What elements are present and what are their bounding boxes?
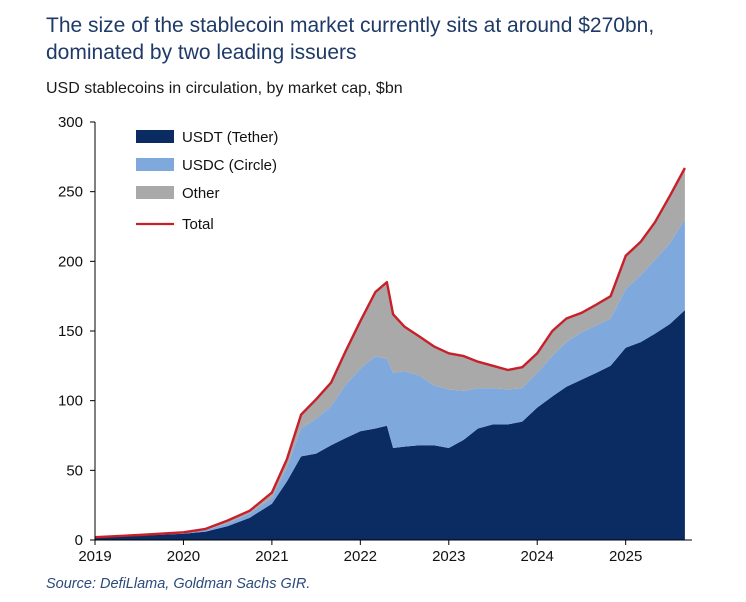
y-tick-label: 0	[75, 532, 83, 549]
y-tick-label: 200	[58, 253, 83, 270]
y-tick-label: 300	[58, 114, 83, 131]
y-tick-label: 150	[58, 323, 83, 340]
area-series-group	[94, 167, 686, 540]
line-total	[94, 167, 686, 539]
x-tick-label: 2020	[167, 548, 200, 565]
legend-swatch-usdc	[136, 158, 174, 171]
y-tick-label: 250	[58, 184, 83, 201]
area-usdc	[95, 219, 685, 538]
source-note: Source: DefiLlama, Goldman Sachs GIR.	[46, 576, 311, 592]
y-tick-label: 50	[66, 462, 83, 479]
area-other	[95, 168, 685, 538]
area-usdt	[95, 310, 685, 540]
chart-subtitle: USD stablecoins in circulation, by marke…	[46, 80, 403, 97]
legend-label-total: Total	[182, 216, 214, 233]
legend-swatch-other	[136, 186, 174, 199]
x-tick-label: 2023	[432, 548, 465, 565]
legend-label-usdc: USDC (Circle)	[182, 157, 277, 174]
axes-group: 0 50 100 150 200 250 300 2019 2020 2021 2022 2023 20…	[58, 114, 692, 565]
x-tick-label: 2025	[609, 548, 642, 565]
legend: USDT (Tether) USDC (Circle) Other Total	[136, 129, 278, 233]
x-tick-label: 2022	[344, 548, 377, 565]
legend-swatch-usdt	[136, 130, 174, 143]
x-tick-label: 2021	[255, 548, 288, 565]
legend-label-other: Other	[182, 185, 220, 202]
legend-label-usdt: USDT (Tether)	[182, 129, 278, 146]
x-tick-label: 2019	[78, 548, 111, 565]
chart-title: The size of the stablecoin market curren…	[46, 14, 655, 64]
x-tick-label: 2024	[521, 548, 554, 565]
y-tick-label: 100	[58, 393, 83, 410]
